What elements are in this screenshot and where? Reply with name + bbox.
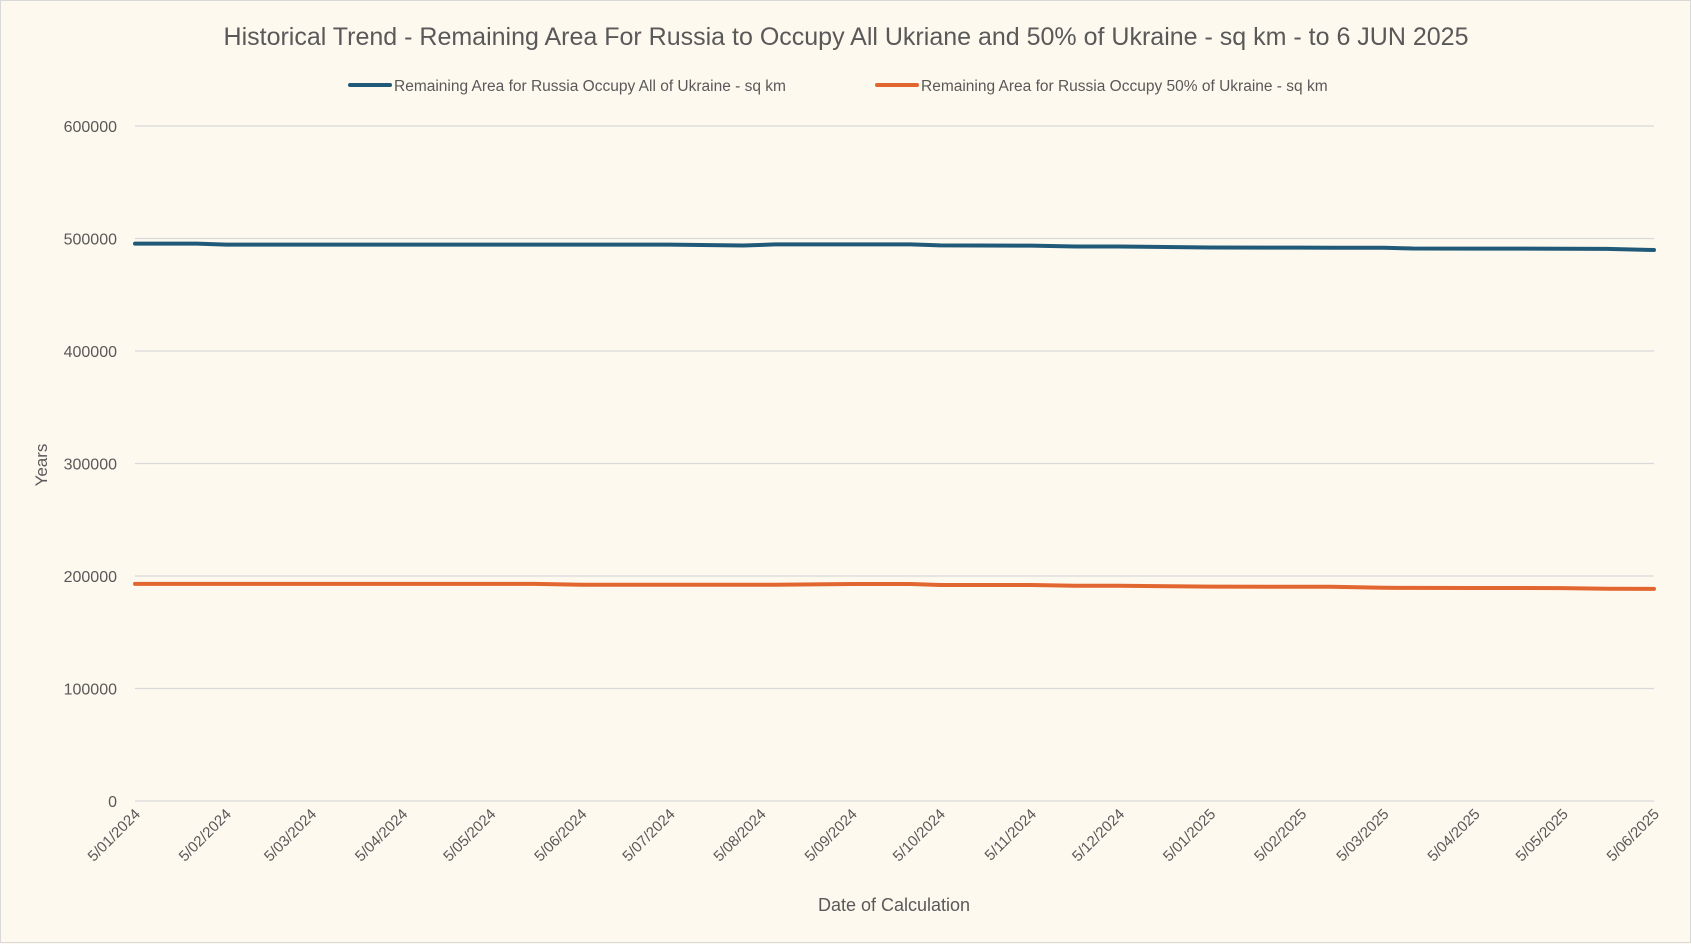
x-tick-label: 5/05/2024 <box>440 806 499 865</box>
legend: Remaining Area for Russia Occupy All of … <box>348 78 1328 95</box>
x-tick-label: 5/06/2025 <box>1604 806 1663 865</box>
x-tick-label: 5/09/2024 <box>802 806 861 865</box>
x-axis-label: Date of Calculation <box>818 895 970 915</box>
y-tick-label: 400000 <box>64 344 117 361</box>
x-tick-label: 5/02/2025 <box>1251 806 1310 865</box>
legend-label: Remaining Area for Russia Occupy 50% of … <box>921 78 1328 95</box>
x-tick-label: 5/03/2024 <box>261 806 320 865</box>
x-axis-ticks: 5/01/2024 5/02/2024 5/03/2024 5/04/2024 5/05… <box>85 806 1663 865</box>
x-tick-label: 5/04/2024 <box>352 806 411 865</box>
y-tick-label: 0 <box>108 794 117 811</box>
x-tick-label: 5/03/2025 <box>1333 806 1392 865</box>
y-tick-label: 600000 <box>64 119 117 136</box>
x-tick-label: 5/11/2024 <box>982 806 1040 864</box>
series-line-2 <box>133 581 1656 591</box>
x-tick-label: 5/07/2024 <box>619 806 678 865</box>
y-axis-ticks: 0 100000 200000 300000 400000 500000 600000 <box>64 119 117 811</box>
x-tick-label: 5/08/2024 <box>710 806 769 865</box>
y-tick-label: 500000 <box>64 232 117 249</box>
series-lines <box>133 241 1656 591</box>
y-tick-label: 200000 <box>64 569 117 586</box>
x-tick-label: 5/02/2024 <box>176 806 235 865</box>
x-tick-label: 5/05/2025 <box>1513 806 1572 865</box>
x-tick-label: 5/01/2024 <box>85 806 144 865</box>
series-line-1 <box>133 241 1656 252</box>
x-tick-label: 5/12/2024 <box>1069 806 1128 865</box>
x-tick-label: 5/06/2024 <box>531 806 590 865</box>
x-tick-label: 5/04/2025 <box>1424 806 1483 865</box>
y-tick-label: 100000 <box>64 682 117 699</box>
gridlines <box>135 125 1654 802</box>
y-axis-label: Years <box>32 444 51 487</box>
x-tick-label: 5/01/2025 <box>1160 806 1219 865</box>
chart-title: Historical Trend - Remaining Area For Ru… <box>224 23 1469 51</box>
x-tick-label: 5/10/2024 <box>890 806 949 865</box>
legend-label: Remaining Area for Russia Occupy All of … <box>394 78 786 95</box>
y-tick-label: 300000 <box>64 457 117 474</box>
